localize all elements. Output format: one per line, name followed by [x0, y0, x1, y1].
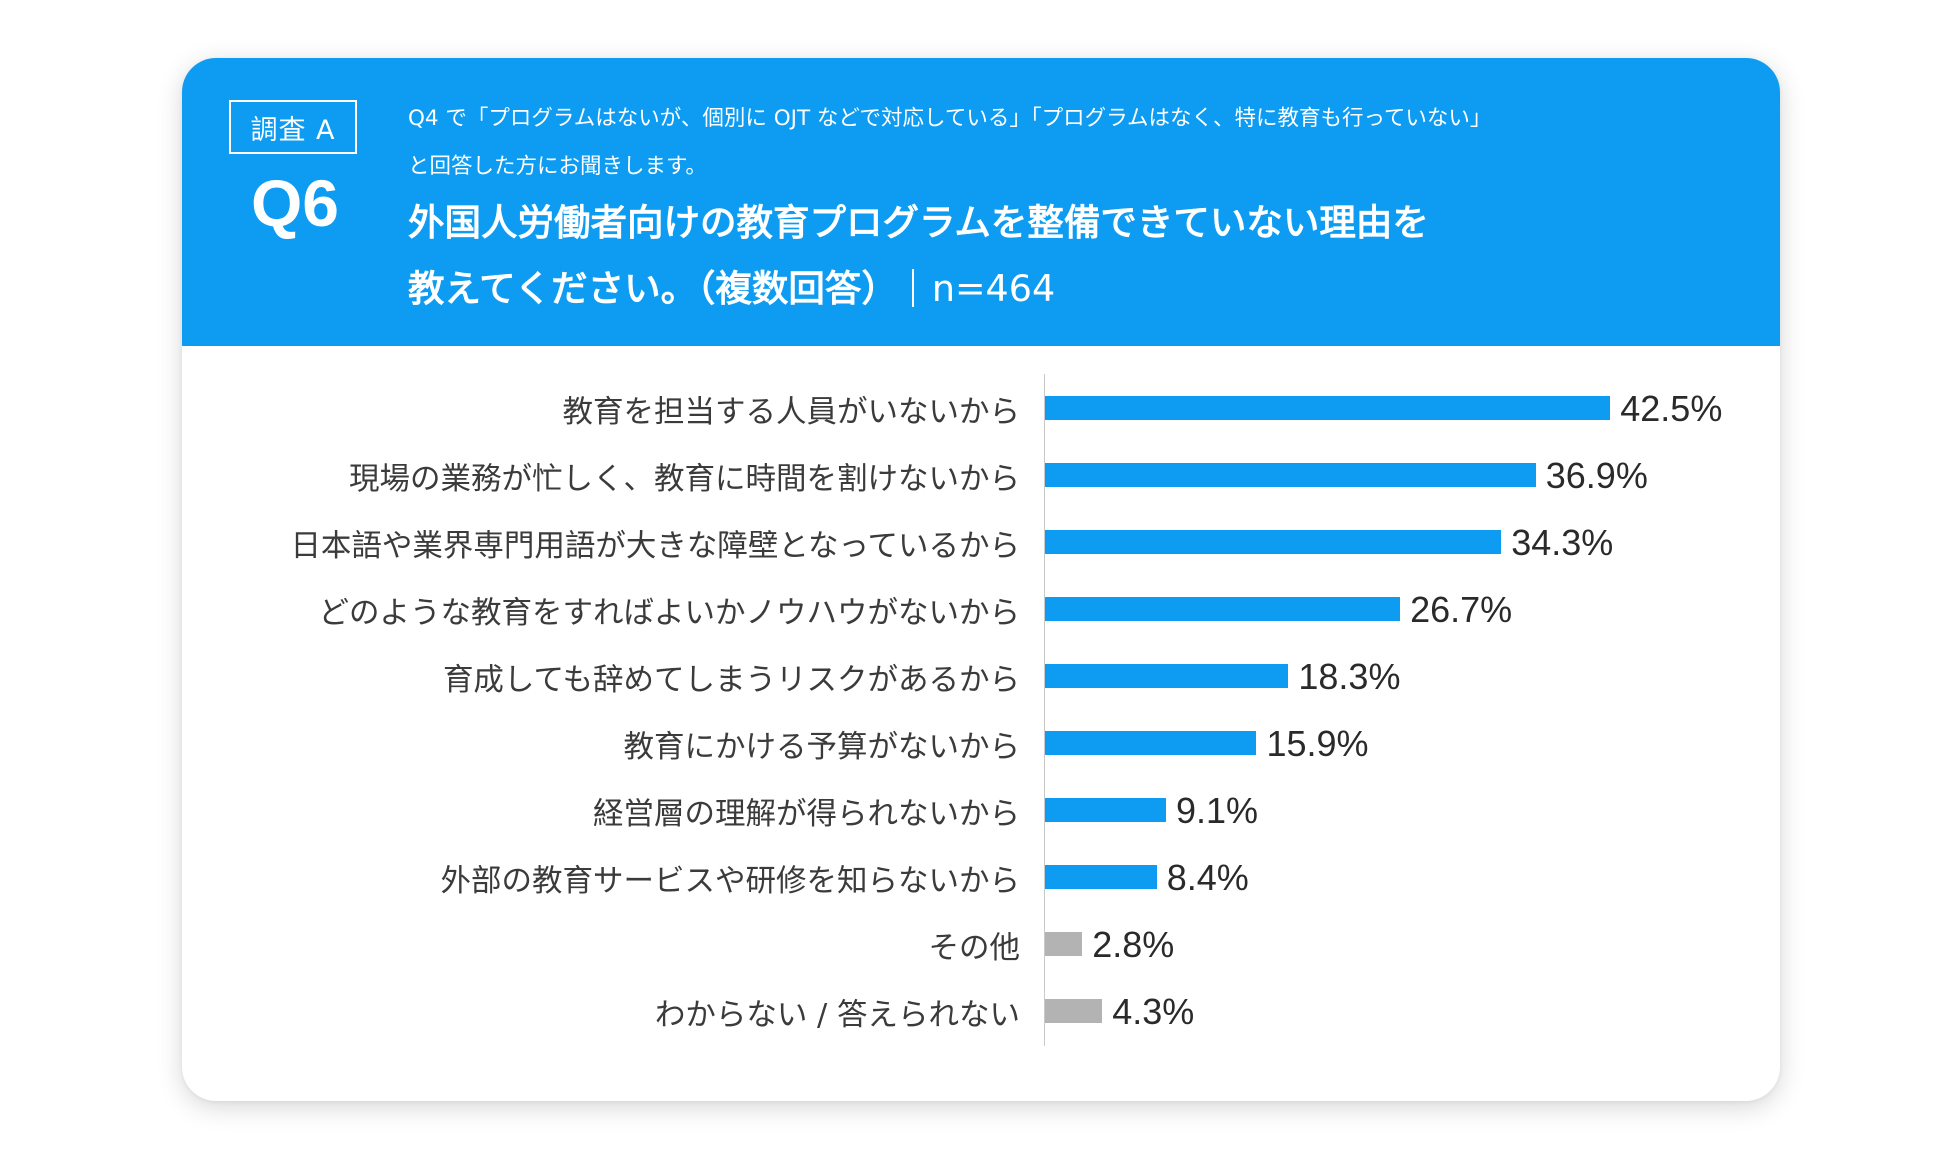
question-lead-line2: と回答した方にお聞きします。 — [408, 154, 707, 179]
chart-row: 経営層の理解が得られないから 9.1% — [182, 777, 1780, 844]
value-label: 2.8% — [1092, 923, 1175, 965]
value-label: 26.7% — [1410, 588, 1513, 630]
chart-row: どのような教育をすればよいかノウハウがないから 26.7% — [182, 576, 1780, 643]
bar — [1045, 798, 1167, 822]
chart-row: 日本語や業界専門用語が大きな障壁となっているから 34.3% — [182, 509, 1780, 576]
category-label: どのような教育をすればよいかノウハウがないから — [318, 595, 1021, 631]
category-label: 教育にかける予算がないから — [623, 729, 1021, 765]
bar — [1045, 999, 1103, 1023]
question-text: 外国人労働者向けの教育プログラムを整備できていない理由を 教えてください。（複数… — [408, 190, 1728, 322]
chart-row: わからない / 答えられない 4.3% — [182, 978, 1780, 1045]
sample-size: n=464 — [931, 267, 1056, 310]
category-label: わからない / 答えられない — [654, 997, 1020, 1033]
category-label: その他 — [928, 930, 1021, 966]
category-label: 外部の教育サービスや研修を知らないから — [440, 863, 1021, 899]
category-label: 育成しても辞めてしまうリスクがあるから — [442, 662, 1020, 698]
bar — [1045, 865, 1157, 889]
bar — [1045, 932, 1083, 956]
category-axis-line — [1044, 374, 1045, 1046]
question-text-line2-main: 教えてください。（複数回答） — [408, 267, 898, 310]
value-label: 15.9% — [1266, 722, 1369, 764]
chart-row: その他 2.8% — [182, 911, 1780, 978]
bar — [1045, 664, 1289, 688]
bar — [1045, 731, 1257, 755]
value-label: 42.5% — [1620, 387, 1723, 429]
chart-row: 教育を担当する人員がいないから 42.5% — [182, 375, 1780, 442]
question-text-line1: 外国人労働者向けの教育プログラムを整備できていない理由を — [408, 201, 1429, 244]
separator — [911, 269, 914, 307]
survey-card: 調査 A Q6 Q4 で「プログラムはないが、個別に OJT などで対応している… — [182, 58, 1780, 1101]
value-label: 9.1% — [1176, 789, 1259, 831]
category-label: 経営層の理解が得られないから — [593, 796, 1020, 832]
chart-row: 育成しても辞めてしまうリスクがあるから 18.3% — [182, 643, 1780, 710]
category-label: 日本語や業界専門用語が大きな障壁となっているから — [290, 528, 1020, 564]
chart-row: 教育にかける予算がないから 15.9% — [182, 710, 1780, 777]
bar — [1045, 463, 1536, 487]
bar-chart: 教育を担当する人員がいないから 42.5% 現場の業務が忙しく、教育に時間を割けない… — [182, 346, 1780, 1101]
question-text-line2: 教えてください。（複数回答） n=464 — [408, 256, 1728, 322]
value-label: 18.3% — [1298, 655, 1401, 697]
bar — [1045, 396, 1611, 420]
chart-row: 外部の教育サービスや研修を知らないから 8.4% — [182, 844, 1780, 911]
category-label: 現場の業務が忙しく、教育に時間を割けないから — [349, 461, 1020, 497]
bar — [1045, 597, 1401, 621]
value-label: 4.3% — [1112, 990, 1195, 1032]
value-label: 36.9% — [1545, 454, 1648, 496]
question-lead: Q4 で「プログラムはないが、個別に OJT などで対応している」「プログラムは… — [408, 95, 1748, 191]
value-label: 34.3% — [1511, 521, 1614, 563]
chart-row: 現場の業務が忙しく、教育に時間を割けないから 36.9% — [182, 442, 1780, 509]
category-label: 教育を担当する人員がいないから — [562, 394, 1021, 430]
bar — [1045, 530, 1502, 554]
value-label: 8.4% — [1166, 856, 1249, 898]
question-number: Q6 — [250, 166, 340, 240]
survey-label: 調査 A — [229, 100, 357, 154]
question-lead-line1: Q4 で「プログラムはないが、個別に OJT などで対応している」「プログラムは… — [408, 106, 1492, 131]
question-header: 調査 A Q6 Q4 で「プログラムはないが、個別に OJT などで対応している… — [182, 58, 1780, 346]
